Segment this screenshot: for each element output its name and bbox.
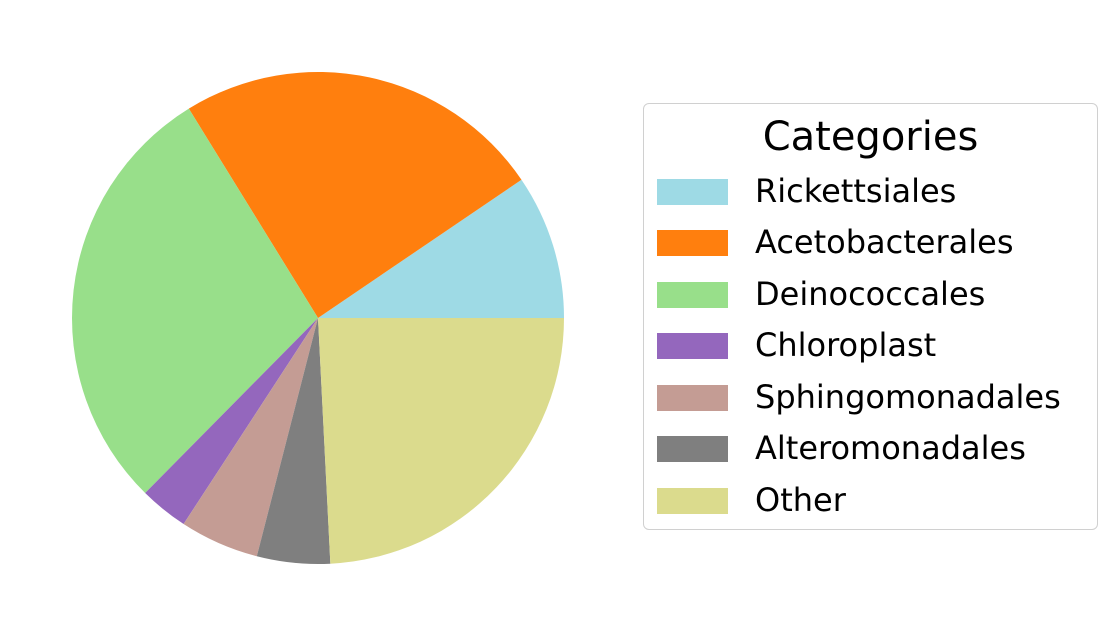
pie-slice-other <box>318 318 564 564</box>
legend-item-chloroplast: Chloroplast <box>657 326 1087 373</box>
legend-label: Alteromonadales <box>755 429 1026 467</box>
pie-slices-group <box>71 71 564 564</box>
legend-label: Other <box>755 481 846 519</box>
pie-slice-alteromonadales <box>256 318 331 564</box>
legend-item-other: Other <box>657 481 1087 528</box>
pie-slice-sphingomonadales <box>183 318 318 557</box>
legend-swatch <box>657 179 728 205</box>
pie-slice-acetobacterales <box>188 71 522 318</box>
legend-label: Chloroplast <box>755 326 937 364</box>
pie-slice-chloroplast <box>145 318 318 525</box>
legend-label: Acetobacterales <box>755 223 1014 261</box>
legend-swatch <box>657 282 728 308</box>
legend: Categories Rickettsiales Acetobacterales… <box>643 103 1098 530</box>
legend-item-deinococcales: Deinococcales <box>657 275 1087 322</box>
legend-title: Categories <box>762 114 979 160</box>
legend-item-acetobacterales: Acetobacterales <box>657 223 1087 270</box>
pie-slice-rickettsiales <box>318 179 564 318</box>
legend-swatch <box>657 230 728 256</box>
legend-label: Deinococcales <box>755 275 986 313</box>
legend-label: Sphingomonadales <box>755 378 1061 416</box>
legend-item-sphingomonadales: Sphingomonadales <box>657 378 1087 425</box>
legend-swatch <box>657 333 728 359</box>
legend-swatch <box>657 436 728 462</box>
legend-label: Rickettsiales <box>755 172 957 210</box>
pie-slice-deinococcales <box>71 108 318 494</box>
legend-swatch <box>657 385 728 411</box>
legend-swatch <box>657 488 728 514</box>
legend-item-alteromonadales: Alteromonadales <box>657 429 1087 476</box>
legend-item-rickettsiales: Rickettsiales <box>657 172 1087 219</box>
